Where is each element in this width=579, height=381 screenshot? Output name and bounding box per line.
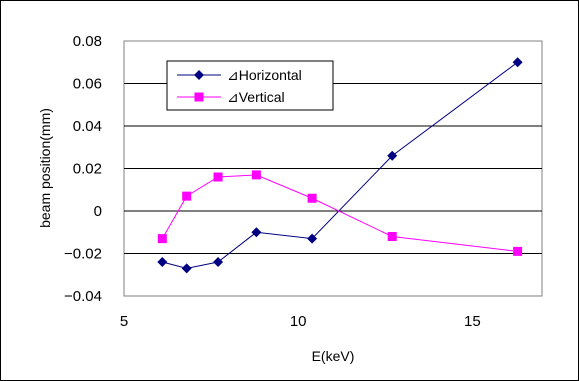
x-tick-label: 5: [120, 313, 128, 330]
legend-box: [166, 60, 334, 111]
series-layer: [157, 57, 523, 274]
legend-marker-horizontal: [194, 70, 204, 80]
data-point-horizontal: [157, 257, 168, 267]
legend-label-horizontal: ⊿Horizontal: [227, 67, 302, 83]
data-point-vertical: [307, 193, 317, 203]
data-point-horizontal: [387, 150, 398, 161]
y-tick-label: 0.02: [73, 161, 102, 178]
data-point-vertical: [513, 246, 523, 256]
data-point-horizontal: [213, 257, 224, 267]
data-point-vertical: [157, 234, 167, 244]
data-point-horizontal: [181, 263, 192, 274]
y-tick-label: 0: [94, 203, 102, 220]
y-axis-title: beam position(mm): [37, 108, 53, 228]
data-point-vertical: [387, 232, 397, 241]
data-point-vertical: [213, 172, 223, 182]
y-tick-label: 0.04: [73, 118, 102, 135]
legend-label-vertical: ⊿Vertical: [227, 89, 285, 105]
x-tick-labels: 5 10 15: [120, 313, 481, 330]
data-point-horizontal: [512, 57, 523, 68]
data-point-vertical: [182, 191, 192, 201]
x-axis-title: E(keV): [312, 348, 355, 364]
legend-marker-vertical: [194, 92, 204, 102]
x-tick-label: 15: [464, 313, 481, 330]
y-tick-labels: −0.04 −0.02 0 0.02 0.04 0.06 0.08: [64, 33, 102, 305]
x-tick-label: 10: [290, 313, 307, 330]
legend: ⊿Horizontal ⊿Vertical: [166, 60, 334, 111]
data-point-horizontal: [251, 227, 262, 238]
y-tick-label: 0.06: [73, 76, 102, 93]
legend-items: [177, 70, 221, 102]
data-point-horizontal: [307, 233, 318, 244]
y-tick-label: −0.04: [64, 288, 102, 305]
y-tick-label: 0.08: [73, 33, 102, 50]
data-point-vertical: [251, 170, 261, 180]
y-tick-label: −0.02: [64, 246, 102, 263]
